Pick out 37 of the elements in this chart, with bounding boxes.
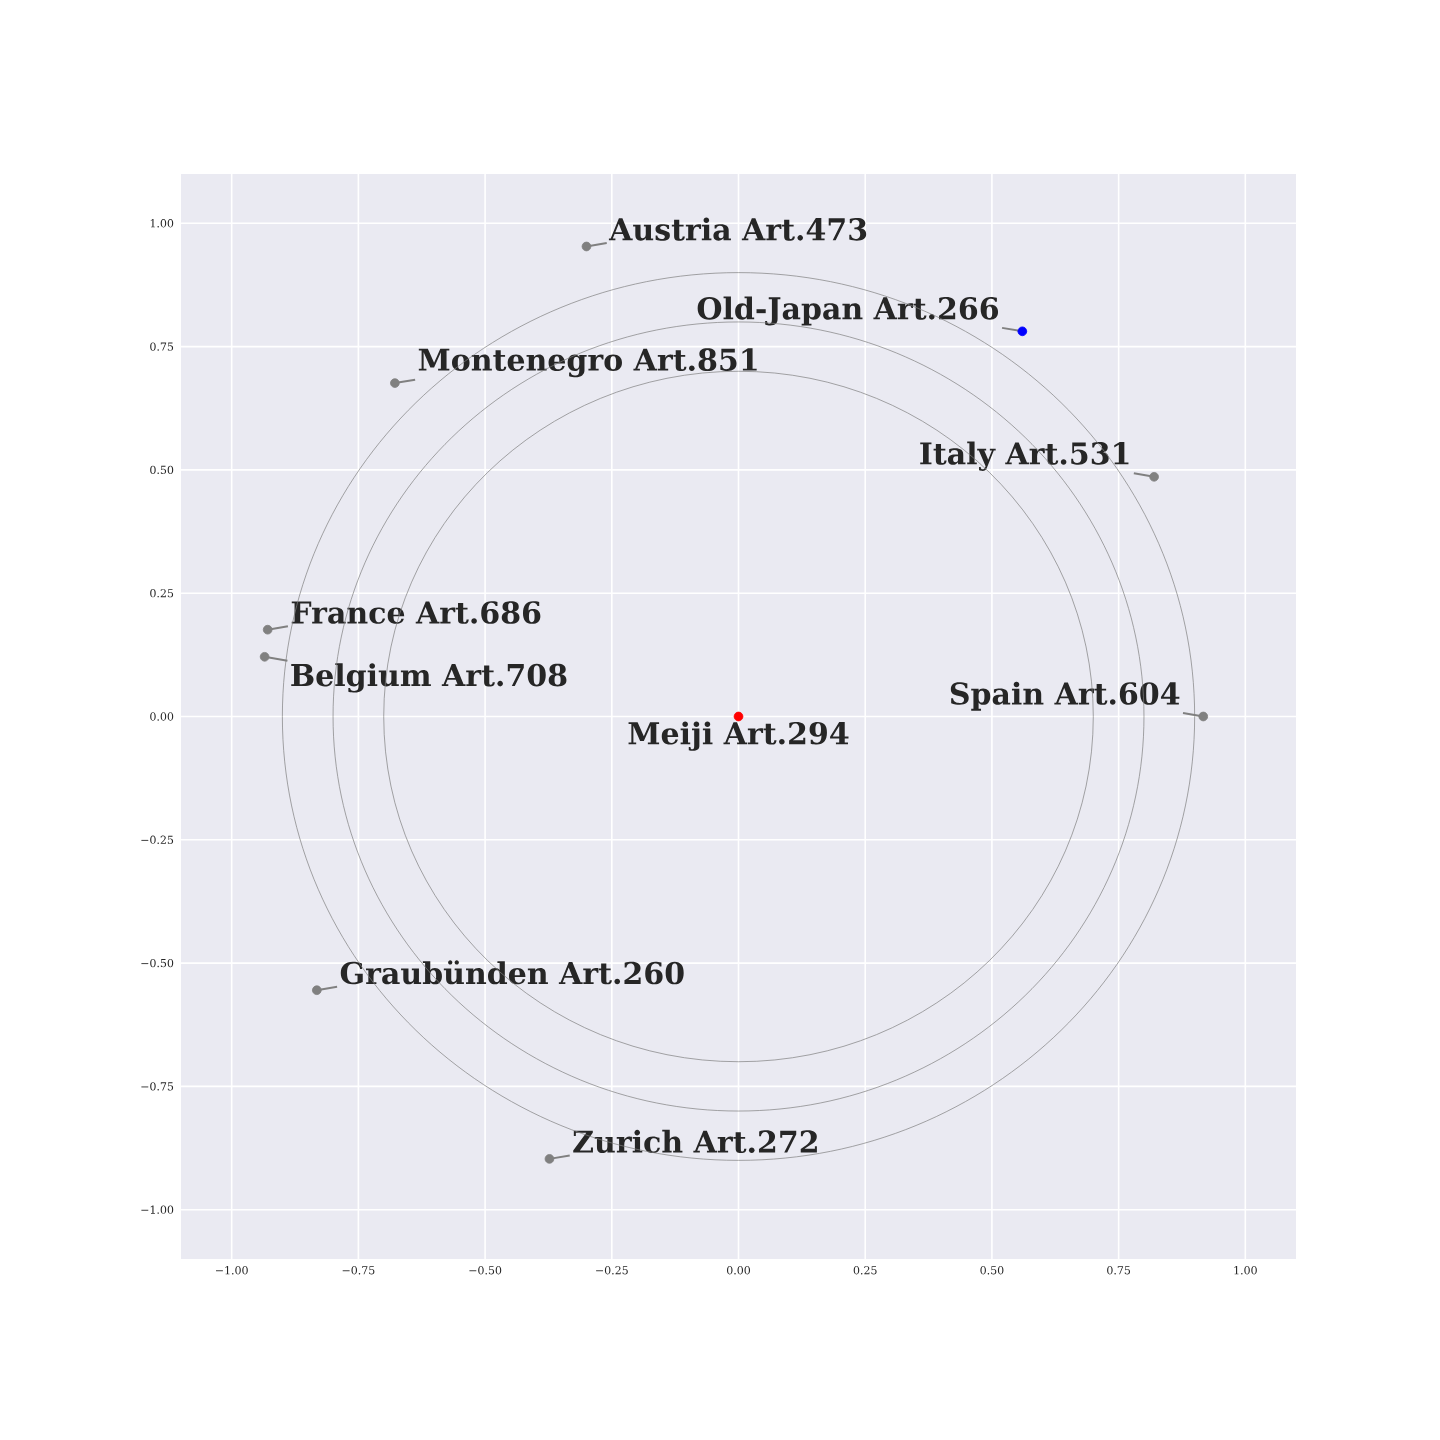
- point: [259, 652, 270, 662]
- y-tick-label: 0.25: [150, 589, 174, 598]
- point: [312, 985, 322, 996]
- x-tick-label: −0.50: [469, 1266, 502, 1275]
- annotation: Zurich Art.272: [573, 1129, 817, 1154]
- x-tick-label: −0.75: [342, 1266, 375, 1275]
- y-tick-label: 1.00: [150, 219, 174, 228]
- x-tick-label: −0.25: [596, 1266, 628, 1275]
- point: [581, 241, 592, 252]
- y-tick-label: −0.25: [141, 835, 174, 844]
- point: [1017, 326, 1028, 337]
- y-tick-label: 0.00: [150, 712, 174, 721]
- annotation: Meiji Art.294: [628, 721, 849, 751]
- point: [390, 378, 400, 388]
- point: [262, 624, 273, 635]
- annotation: Italy Art.531: [920, 441, 1129, 471]
- x-tick-label: 0.75: [1107, 1266, 1131, 1275]
- point: [1149, 472, 1159, 482]
- x-tick-label: 0.25: [853, 1266, 877, 1275]
- y-tick-label: −1.00: [141, 1205, 174, 1214]
- annotation: Old-Japan Art.266: [697, 296, 999, 326]
- annotation: Belgium Art.708: [291, 663, 567, 693]
- annotation: Montenegro Art.851: [418, 348, 757, 378]
- annotation: France Art.686: [291, 601, 541, 624]
- y-tick-label: −0.75: [141, 1082, 174, 1091]
- point: [1198, 711, 1209, 722]
- y-tick-label: 0.50: [150, 465, 174, 475]
- x-tick-label: −1.00: [215, 1266, 248, 1275]
- y-tick-label: −0.50: [141, 958, 174, 968]
- point: [544, 1154, 555, 1164]
- y-tick-label: 0.75: [150, 342, 174, 351]
- annotation: Graubünden Art.260: [340, 960, 684, 985]
- x-tick-label: 1.00: [1234, 1266, 1257, 1275]
- annotation: Spain Art.604: [950, 681, 1180, 711]
- x-tick-label: 0.50: [980, 1266, 1004, 1275]
- x-tick-label: 0.00: [726, 1266, 751, 1275]
- annotation: Austria Art.473: [608, 217, 867, 241]
